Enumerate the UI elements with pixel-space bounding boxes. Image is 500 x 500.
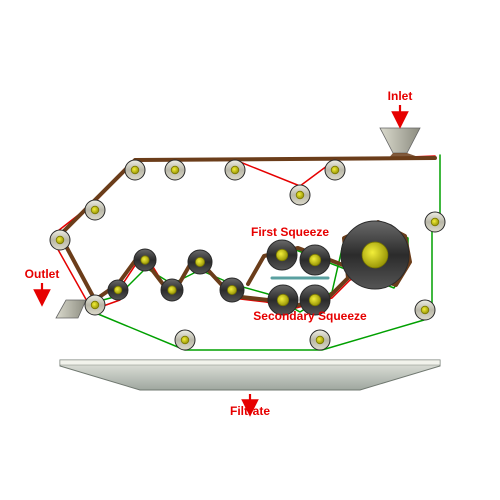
roller-wave-2 xyxy=(134,249,156,271)
inlet-label: Inlet xyxy=(388,89,413,103)
roller-wave-1 xyxy=(108,280,128,300)
secondary-label: Secondary Squeeze xyxy=(253,309,367,323)
roller-left-lower xyxy=(85,295,105,315)
roller-wave-5 xyxy=(220,278,244,302)
outlet-chute xyxy=(56,300,86,318)
roller-left-upper xyxy=(85,200,105,220)
outlet-label: Outlet xyxy=(25,267,60,281)
roller-wave-4 xyxy=(188,250,212,274)
roller-right-lower xyxy=(415,300,435,320)
roller-big-drum xyxy=(341,221,409,289)
roller-right-upper xyxy=(425,212,445,232)
roller-top-left-2 xyxy=(165,160,185,180)
roller-top-right-2 xyxy=(325,160,345,180)
roller-far-left xyxy=(50,230,70,250)
inlet-funnel xyxy=(380,128,420,153)
roller-top-left-1 xyxy=(125,160,145,180)
roller-top-mid xyxy=(225,160,245,180)
roller-sq1-lower xyxy=(300,245,330,275)
roller-bottom-mid-r xyxy=(310,330,330,350)
roller-sq1-upper xyxy=(267,240,297,270)
roller-top-right-1 xyxy=(290,185,310,205)
filtrate-tray-lip xyxy=(60,360,440,365)
roller-wave-3 xyxy=(161,279,183,301)
roller-bottom-mid-l xyxy=(175,330,195,350)
first-label: First Squeeze xyxy=(251,225,329,239)
belt-press-diagram: Inlet First Squeeze Secondary Squeeze Outle… xyxy=(0,0,500,500)
